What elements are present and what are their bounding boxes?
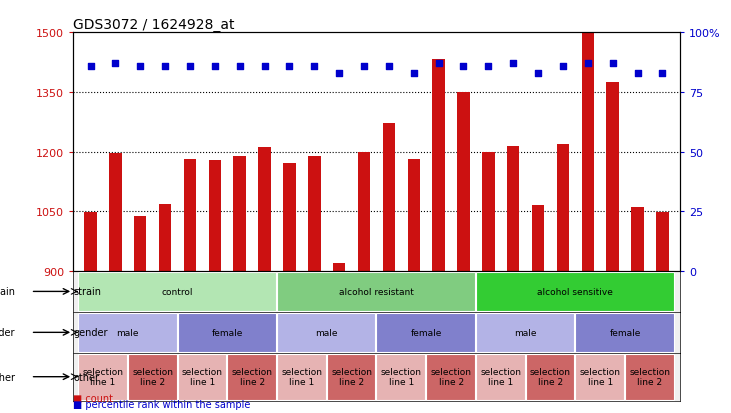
FancyBboxPatch shape bbox=[277, 313, 376, 352]
FancyBboxPatch shape bbox=[78, 354, 126, 400]
Bar bbox=[283, 163, 295, 271]
Point bbox=[135, 63, 146, 70]
Bar bbox=[532, 206, 545, 271]
Text: strain: strain bbox=[0, 287, 15, 297]
Text: selection
line 2: selection line 2 bbox=[232, 367, 273, 387]
Point bbox=[383, 63, 395, 70]
Bar bbox=[333, 263, 345, 271]
Text: ■ count: ■ count bbox=[73, 393, 113, 403]
Point bbox=[259, 63, 270, 70]
Text: alcohol resistant: alcohol resistant bbox=[339, 287, 414, 296]
Point bbox=[85, 63, 96, 70]
FancyBboxPatch shape bbox=[178, 313, 276, 352]
Bar bbox=[159, 205, 171, 271]
Text: female: female bbox=[610, 328, 641, 337]
Bar bbox=[357, 152, 370, 271]
Point bbox=[507, 61, 519, 67]
Bar bbox=[607, 83, 619, 271]
FancyBboxPatch shape bbox=[526, 354, 575, 400]
Text: control: control bbox=[162, 287, 193, 296]
Point bbox=[358, 63, 370, 70]
FancyBboxPatch shape bbox=[227, 354, 276, 400]
Point bbox=[234, 63, 246, 70]
FancyBboxPatch shape bbox=[376, 313, 475, 352]
Bar bbox=[383, 124, 395, 271]
Point bbox=[607, 61, 618, 67]
Text: selection
line 2: selection line 2 bbox=[431, 367, 471, 387]
Text: selection
line 1: selection line 1 bbox=[182, 367, 223, 387]
Bar bbox=[632, 208, 644, 271]
Text: other: other bbox=[74, 372, 99, 382]
Point bbox=[482, 63, 494, 70]
Text: gender: gender bbox=[74, 328, 108, 337]
Text: selection
line 1: selection line 1 bbox=[480, 367, 521, 387]
FancyBboxPatch shape bbox=[376, 354, 425, 400]
Text: selection
line 2: selection line 2 bbox=[132, 367, 173, 387]
FancyBboxPatch shape bbox=[178, 354, 227, 400]
Bar bbox=[507, 147, 520, 271]
FancyBboxPatch shape bbox=[476, 354, 525, 400]
Bar bbox=[482, 153, 495, 271]
Text: gender: gender bbox=[0, 328, 15, 337]
Text: selection
line 1: selection line 1 bbox=[381, 367, 422, 387]
Bar bbox=[84, 213, 96, 271]
Bar bbox=[258, 148, 270, 271]
Text: GDS3072 / 1624928_at: GDS3072 / 1624928_at bbox=[73, 18, 235, 32]
FancyBboxPatch shape bbox=[128, 354, 177, 400]
Text: female: female bbox=[411, 328, 442, 337]
FancyBboxPatch shape bbox=[476, 313, 575, 352]
Text: selection
line 2: selection line 2 bbox=[331, 367, 372, 387]
Point bbox=[209, 63, 221, 70]
Text: strain: strain bbox=[74, 287, 102, 297]
Bar bbox=[582, 34, 594, 271]
Text: selection
line 1: selection line 1 bbox=[580, 367, 621, 387]
Point bbox=[532, 70, 544, 77]
Bar bbox=[656, 213, 669, 271]
Point bbox=[110, 61, 121, 67]
Point bbox=[433, 61, 444, 67]
FancyBboxPatch shape bbox=[277, 272, 475, 311]
FancyBboxPatch shape bbox=[426, 354, 475, 400]
Bar bbox=[308, 157, 320, 271]
Bar bbox=[183, 160, 196, 271]
Text: female: female bbox=[211, 328, 243, 337]
FancyBboxPatch shape bbox=[625, 354, 674, 400]
Bar bbox=[109, 154, 121, 271]
Text: male: male bbox=[116, 328, 139, 337]
Text: other: other bbox=[0, 372, 15, 382]
Point bbox=[557, 63, 569, 70]
Bar bbox=[458, 93, 470, 271]
Point bbox=[632, 70, 643, 77]
Point bbox=[656, 70, 668, 77]
Bar bbox=[208, 161, 221, 271]
Point bbox=[408, 70, 420, 77]
Text: male: male bbox=[515, 328, 537, 337]
Text: selection
line 1: selection line 1 bbox=[281, 367, 322, 387]
Bar bbox=[433, 60, 445, 271]
Point bbox=[284, 63, 295, 70]
Text: male: male bbox=[316, 328, 338, 337]
Text: selection
line 2: selection line 2 bbox=[629, 367, 670, 387]
Bar bbox=[134, 217, 146, 271]
Point bbox=[458, 63, 469, 70]
Point bbox=[184, 63, 196, 70]
FancyBboxPatch shape bbox=[327, 354, 376, 400]
FancyBboxPatch shape bbox=[575, 354, 624, 400]
FancyBboxPatch shape bbox=[277, 354, 326, 400]
Text: selection
line 2: selection line 2 bbox=[530, 367, 571, 387]
Point bbox=[159, 63, 171, 70]
Text: ■ percentile rank within the sample: ■ percentile rank within the sample bbox=[73, 399, 251, 409]
Bar bbox=[408, 160, 420, 271]
Point bbox=[308, 63, 320, 70]
Text: selection
line 1: selection line 1 bbox=[83, 367, 124, 387]
Point bbox=[333, 70, 345, 77]
Point bbox=[582, 61, 594, 67]
Bar bbox=[233, 157, 246, 271]
FancyBboxPatch shape bbox=[476, 272, 674, 311]
Text: alcohol sensitive: alcohol sensitive bbox=[537, 287, 613, 296]
FancyBboxPatch shape bbox=[78, 272, 276, 311]
FancyBboxPatch shape bbox=[78, 313, 177, 352]
Bar bbox=[557, 145, 569, 271]
FancyBboxPatch shape bbox=[575, 313, 674, 352]
